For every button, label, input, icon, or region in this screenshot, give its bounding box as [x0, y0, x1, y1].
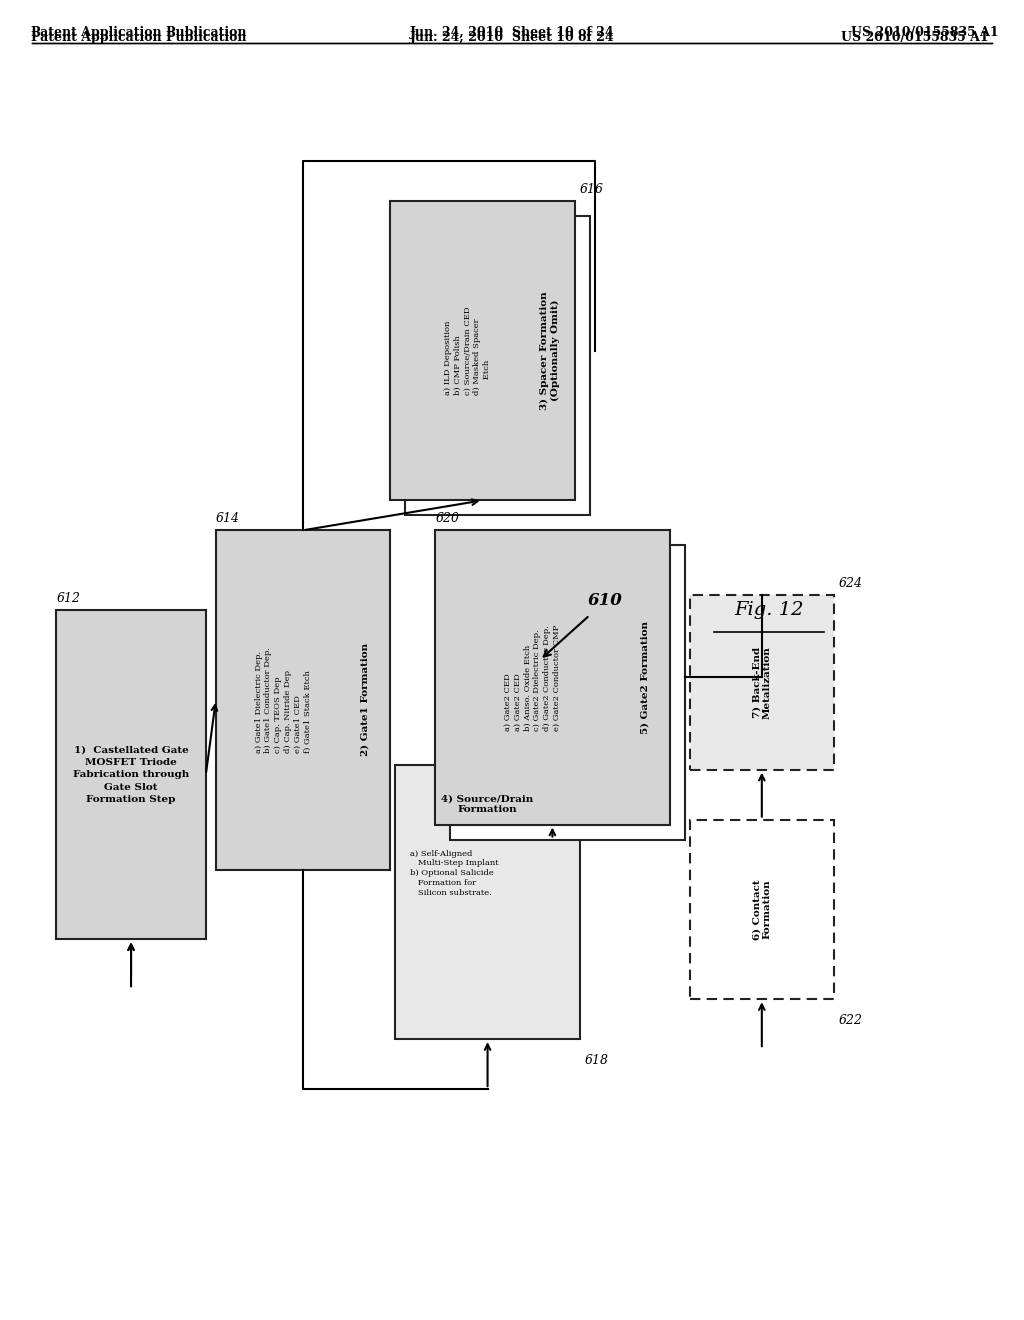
Text: a) Gate2 CED
a) Gate2 CED
b) Aniso. Oxide Etch
c) Gate2 Dielectric Dep.
d) Gate2: a) Gate2 CED a) Gate2 CED b) Aniso. Oxid… [504, 624, 561, 730]
Text: 610: 610 [588, 591, 623, 609]
Text: US 2010/0155835 A1: US 2010/0155835 A1 [841, 32, 989, 45]
Text: US 2010/0155835 A1: US 2010/0155835 A1 [851, 26, 998, 40]
Text: 612: 612 [56, 593, 80, 605]
Text: 2) Gate1 Formation: 2) Gate1 Formation [360, 643, 370, 756]
Text: Jun. 24, 2010  Sheet 10 of 24: Jun. 24, 2010 Sheet 10 of 24 [410, 32, 614, 45]
Bar [390, 201, 574, 500]
Text: 622: 622 [839, 1014, 863, 1027]
Text: 620: 620 [435, 512, 459, 525]
Text: 4) Source/Drain
Formation: 4) Source/Drain Formation [441, 795, 534, 814]
Text: Fig. 12: Fig. 12 [734, 601, 804, 619]
Bar [689, 595, 835, 770]
Text: 3) Spacer Formation
(Optionally Omit): 3) Spacer Formation (Optionally Omit) [540, 292, 560, 411]
Text: Patent Application Publication: Patent Application Publication [32, 26, 247, 40]
Text: 618: 618 [585, 1055, 609, 1067]
Text: 7) Back-End
Metalization: 7) Back-End Metalization [752, 645, 771, 719]
Text: Jun. 24, 2010  Sheet 10 of 24: Jun. 24, 2010 Sheet 10 of 24 [410, 26, 614, 40]
Text: Patent Application Publication: Patent Application Publication [32, 32, 247, 45]
Bar [451, 545, 684, 840]
Text: a) ILD Deposition
b) CMP Polish
c) Source/Drain CED
d) Masked Spacer
      Etch: a) ILD Deposition b) CMP Polish c) Sourc… [444, 306, 492, 395]
Bar [689, 820, 835, 999]
Text: a) Gate1 Dielectric Dep.
b) Gate1 Conductor Dep.
c) Cap. TEOS Dep
d) Cap. Nitrid: a) Gate1 Dielectric Dep. b) Gate1 Conduc… [255, 647, 311, 752]
Text: 614: 614 [216, 512, 240, 525]
Text: 624: 624 [839, 577, 863, 590]
Bar [435, 531, 670, 825]
Bar [216, 531, 390, 870]
Bar [56, 610, 206, 940]
Bar [395, 764, 580, 1039]
Text: 616: 616 [580, 183, 604, 195]
Bar [406, 216, 590, 515]
Text: 1)  Castellated Gate
MOSFET Triode
Fabrication through
Gate Slot
Formation Step: 1) Castellated Gate MOSFET Triode Fabric… [73, 746, 189, 804]
Text: 5) Gate2 Formation: 5) Gate2 Formation [640, 620, 649, 734]
Text: 6) Contact
Formation: 6) Contact Formation [752, 879, 771, 940]
Text: a) Self-Aligned
   Multi-Step Implant
b) Optional Salicide
   Formation for
   S: a) Self-Aligned Multi-Step Implant b) Op… [411, 850, 499, 896]
